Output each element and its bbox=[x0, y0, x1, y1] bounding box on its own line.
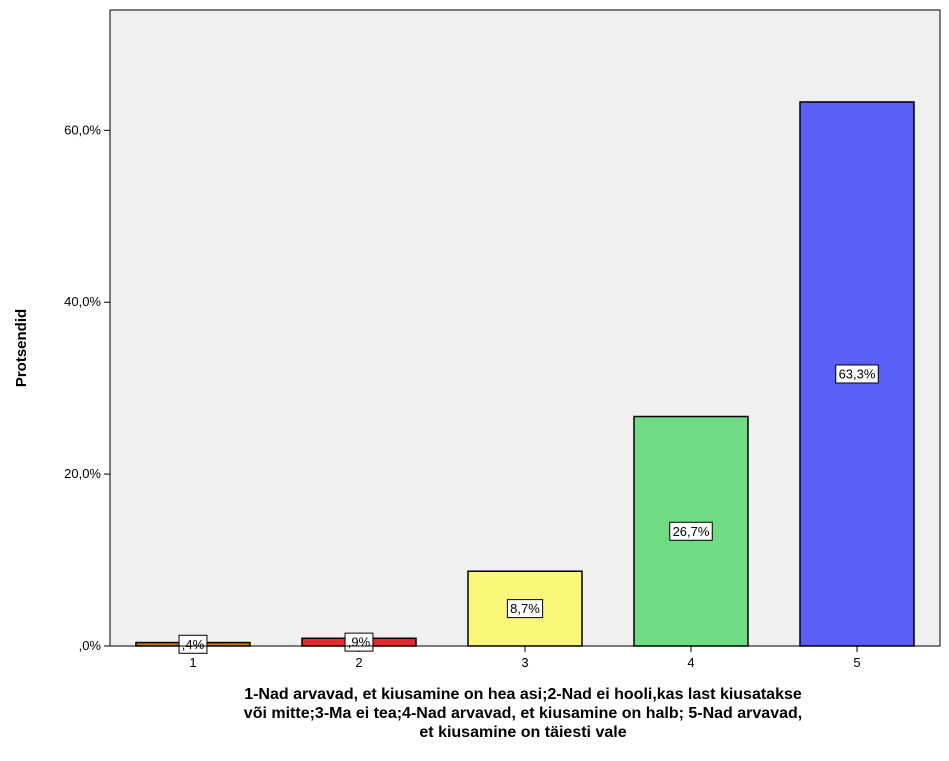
x-axis-title-line: et kiusamine on täiesti vale bbox=[419, 724, 626, 741]
y-tick-label: ,0% bbox=[79, 638, 102, 653]
data-label: 63,3% bbox=[839, 366, 876, 381]
x-tick-label: 2 bbox=[355, 655, 362, 670]
data-label: ,4% bbox=[182, 637, 205, 652]
data-label-box bbox=[835, 364, 879, 384]
y-tick-label: 60,0% bbox=[64, 122, 101, 137]
x-tick-label: 1 bbox=[189, 655, 196, 670]
data-label-box bbox=[178, 634, 208, 654]
x-axis-title-line: või mitte;3-Ma ei tea;4-Nad arvavad, et … bbox=[244, 705, 802, 722]
data-label: 8,7% bbox=[510, 601, 540, 616]
data-label-box bbox=[506, 599, 544, 619]
x-tick-label: 3 bbox=[521, 655, 528, 670]
y-tick-label: 40,0% bbox=[64, 294, 101, 309]
y-axis-title: Protsendid bbox=[13, 309, 30, 387]
data-label-box bbox=[669, 521, 713, 541]
x-tick-label: 4 bbox=[687, 655, 694, 670]
data-label: 26,7% bbox=[673, 524, 710, 539]
x-axis-title-line: 1-Nad arvavad, et kiusamine on hea asi;2… bbox=[244, 686, 802, 703]
data-label: ,9% bbox=[348, 635, 371, 650]
x-axis-title: 1-Nad arvavad, et kiusamine on hea asi;2… bbox=[244, 686, 802, 741]
x-tick-label: 5 bbox=[853, 655, 860, 670]
y-axis: ,0% 20,0% 40,0% 60,0% bbox=[64, 122, 110, 653]
y-tick-label: 20,0% bbox=[64, 466, 101, 481]
x-axis: 1 2 3 4 5 bbox=[189, 646, 861, 670]
data-label-box bbox=[344, 632, 374, 652]
